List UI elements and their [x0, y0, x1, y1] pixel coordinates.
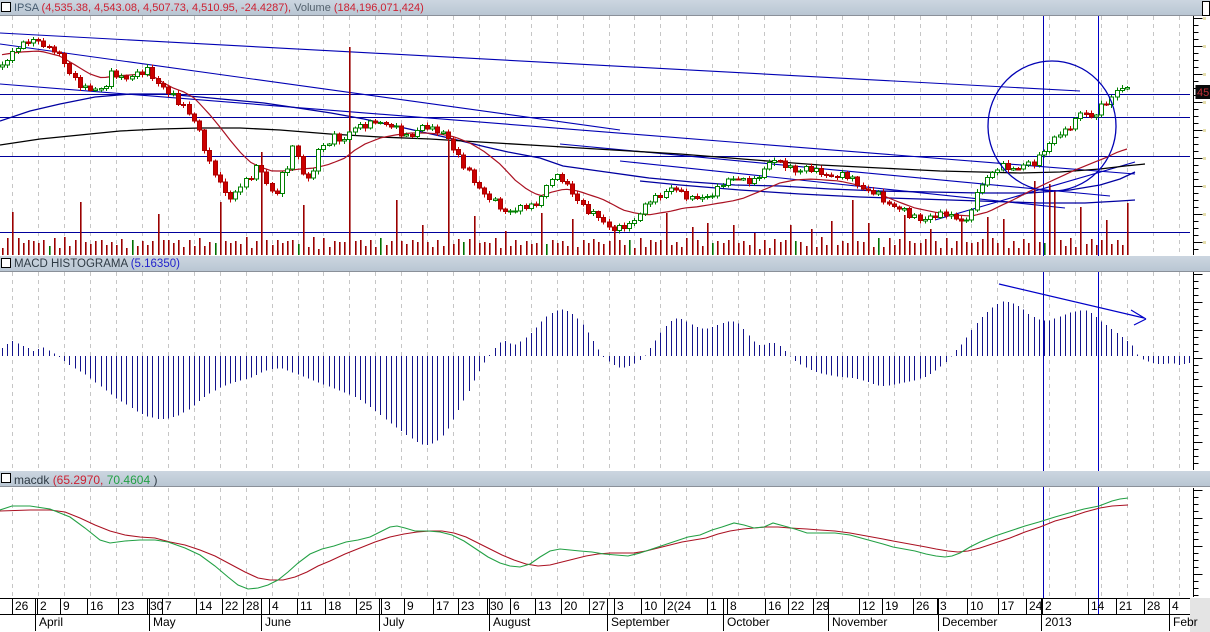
svg-text:45: 45	[1197, 87, 1209, 99]
